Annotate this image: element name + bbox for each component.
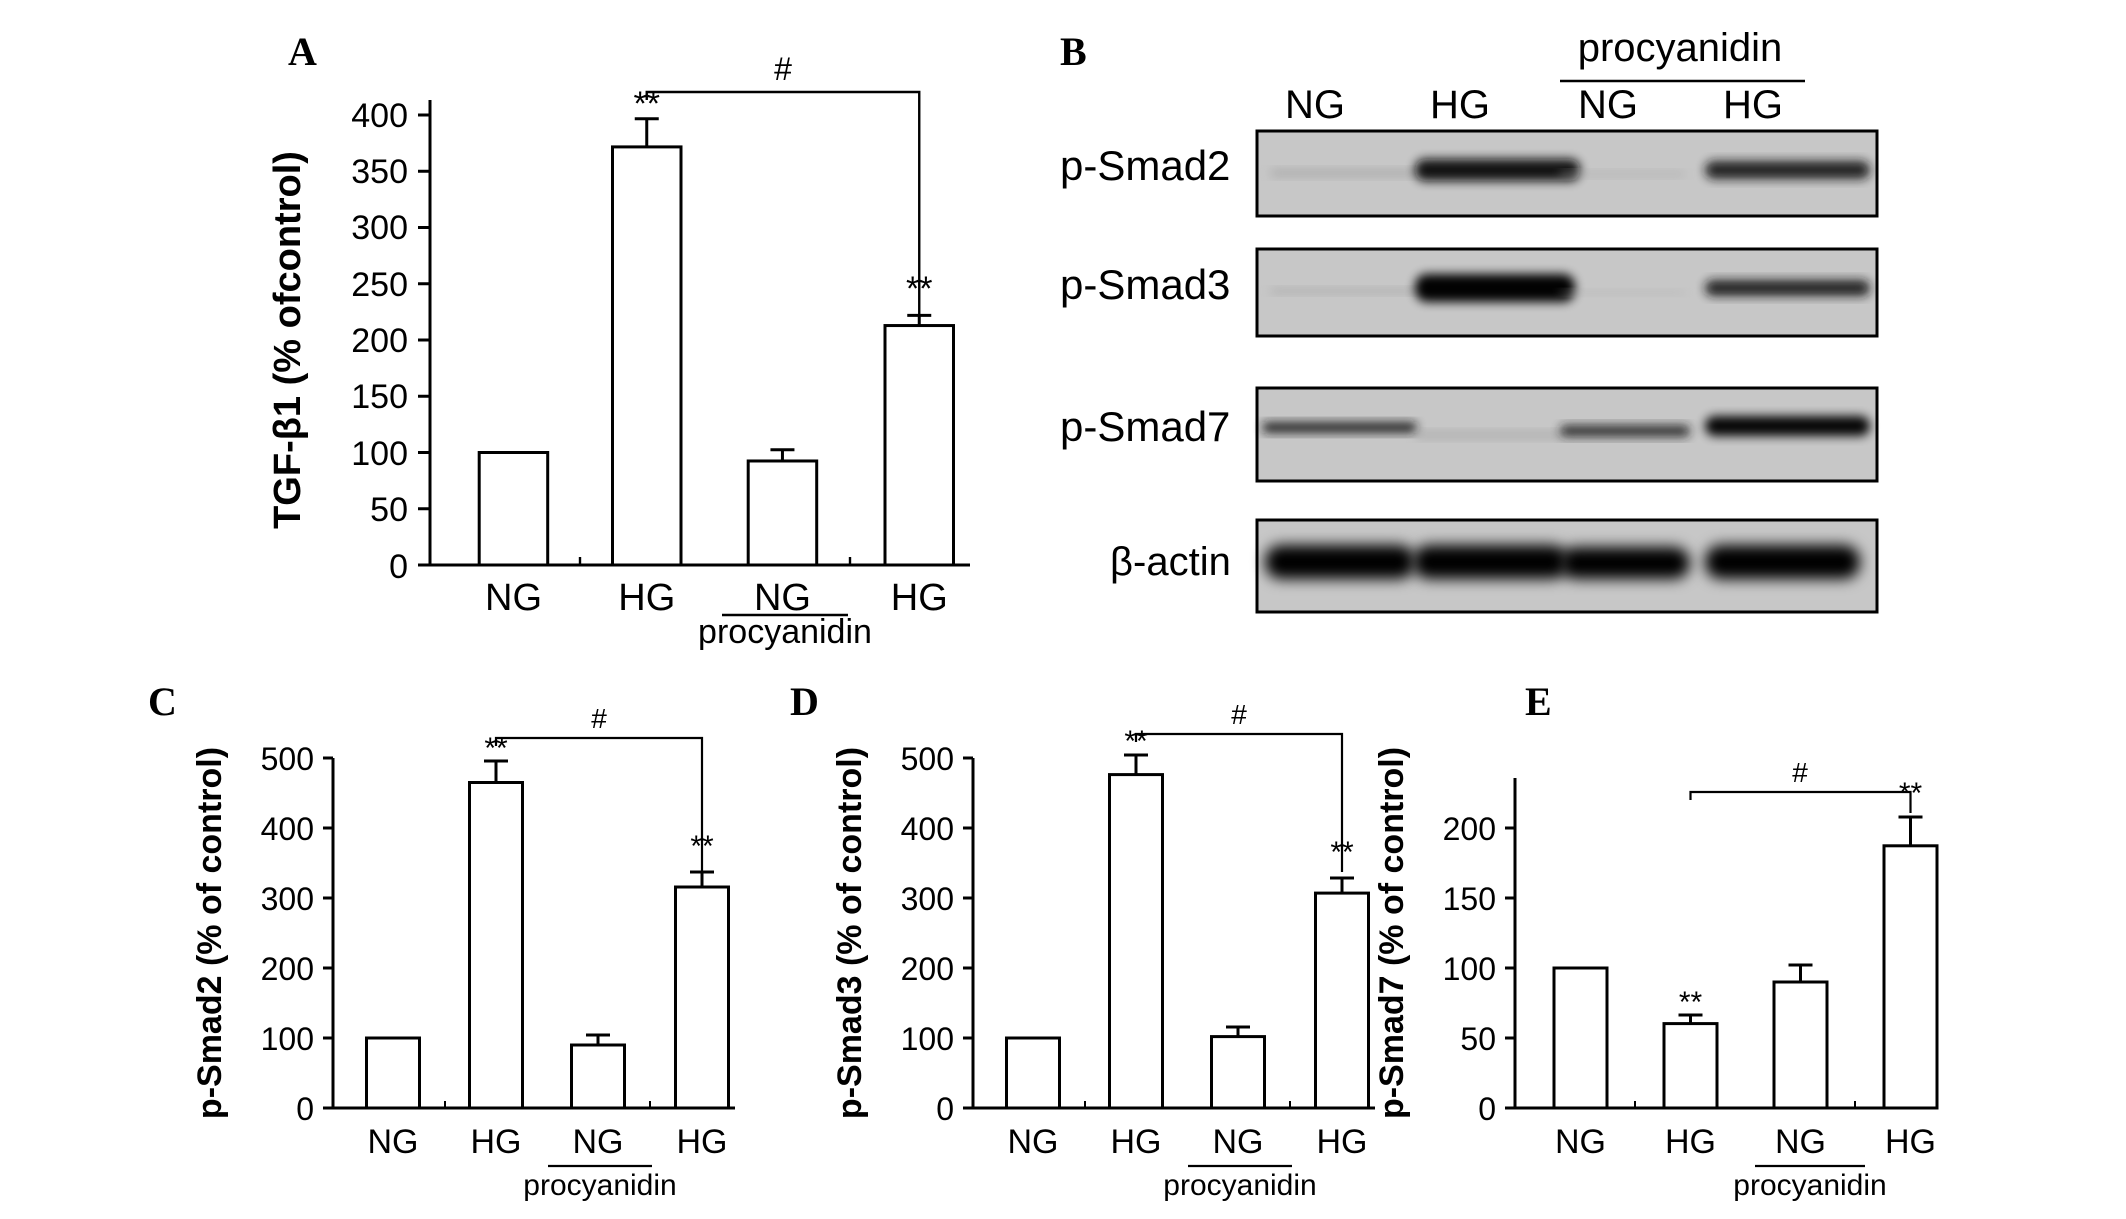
svg-text:100: 100 bbox=[351, 435, 408, 473]
svg-text:500: 500 bbox=[901, 741, 954, 777]
svg-text:NG: NG bbox=[368, 1123, 419, 1161]
svg-text:HG: HG bbox=[1665, 1123, 1716, 1161]
svg-text:400: 400 bbox=[901, 811, 954, 847]
svg-text:300: 300 bbox=[261, 881, 314, 917]
svg-text:HG: HG bbox=[1723, 83, 1783, 127]
svg-text:NG: NG bbox=[1578, 83, 1638, 127]
svg-text:0: 0 bbox=[389, 548, 408, 586]
svg-text:150: 150 bbox=[1443, 881, 1496, 917]
svg-text:400: 400 bbox=[351, 97, 408, 135]
svg-text:300: 300 bbox=[351, 209, 408, 247]
svg-text:HG: HG bbox=[471, 1123, 522, 1161]
svg-text:350: 350 bbox=[351, 153, 408, 191]
svg-text:400: 400 bbox=[261, 811, 314, 847]
svg-text:#: # bbox=[1231, 699, 1247, 730]
svg-text:200: 200 bbox=[351, 322, 408, 360]
svg-text:p-Smad3: p-Smad3 bbox=[1060, 261, 1230, 308]
svg-text:100: 100 bbox=[261, 1021, 314, 1057]
svg-text:#: # bbox=[774, 51, 792, 87]
svg-text:#: # bbox=[591, 703, 607, 734]
svg-text:HG: HG bbox=[618, 577, 675, 619]
svg-text:p-Smad7: p-Smad7 bbox=[1060, 403, 1230, 450]
svg-text:procyanidin: procyanidin bbox=[1163, 1169, 1316, 1202]
svg-text:HG: HG bbox=[1430, 83, 1490, 127]
svg-text:NG: NG bbox=[1285, 83, 1345, 127]
svg-text:p-Smad2 (% of control): p-Smad2 (% of control) bbox=[191, 747, 229, 1119]
svg-text:NG: NG bbox=[1008, 1123, 1059, 1161]
svg-text:0: 0 bbox=[936, 1091, 954, 1127]
svg-text:p-Smad7 (% of control): p-Smad7 (% of control) bbox=[1373, 747, 1411, 1119]
svg-text:200: 200 bbox=[1443, 811, 1496, 847]
svg-text:NG: NG bbox=[573, 1123, 624, 1161]
svg-text:HG: HG bbox=[1885, 1123, 1936, 1161]
svg-text:procyanidin: procyanidin bbox=[1733, 1169, 1886, 1202]
svg-text:HG: HG bbox=[891, 577, 948, 619]
svg-text:NG: NG bbox=[1213, 1123, 1264, 1161]
svg-text:β-actin: β-actin bbox=[1110, 540, 1231, 584]
svg-text:TGF-β1 (% ofcontrol): TGF-β1 (% ofcontrol) bbox=[267, 151, 309, 529]
svg-text:NG: NG bbox=[1555, 1123, 1606, 1161]
svg-text:300: 300 bbox=[901, 881, 954, 917]
svg-text:procyanidin: procyanidin bbox=[1578, 26, 1783, 70]
svg-text:200: 200 bbox=[261, 951, 314, 987]
svg-text:0: 0 bbox=[1478, 1091, 1496, 1127]
svg-text:500: 500 bbox=[261, 741, 314, 777]
svg-text:100: 100 bbox=[1443, 951, 1496, 987]
svg-text:100: 100 bbox=[901, 1021, 954, 1057]
svg-text:**: ** bbox=[1679, 986, 1703, 1019]
svg-text:50: 50 bbox=[1460, 1021, 1496, 1057]
svg-text:HG: HG bbox=[1111, 1123, 1162, 1161]
svg-text:200: 200 bbox=[901, 951, 954, 987]
svg-text:50: 50 bbox=[370, 491, 408, 529]
svg-text:p-Smad2: p-Smad2 bbox=[1060, 142, 1230, 189]
svg-text:0: 0 bbox=[296, 1091, 314, 1127]
svg-text:#: # bbox=[1792, 757, 1808, 788]
svg-text:150: 150 bbox=[351, 378, 408, 416]
svg-text:NG: NG bbox=[485, 577, 542, 619]
svg-text:NG: NG bbox=[1775, 1123, 1826, 1161]
svg-text:procyanidin: procyanidin bbox=[698, 613, 872, 651]
svg-text:250: 250 bbox=[351, 266, 408, 304]
svg-text:**: ** bbox=[634, 85, 660, 123]
svg-text:p-Smad3 (% of control): p-Smad3 (% of control) bbox=[831, 747, 869, 1119]
